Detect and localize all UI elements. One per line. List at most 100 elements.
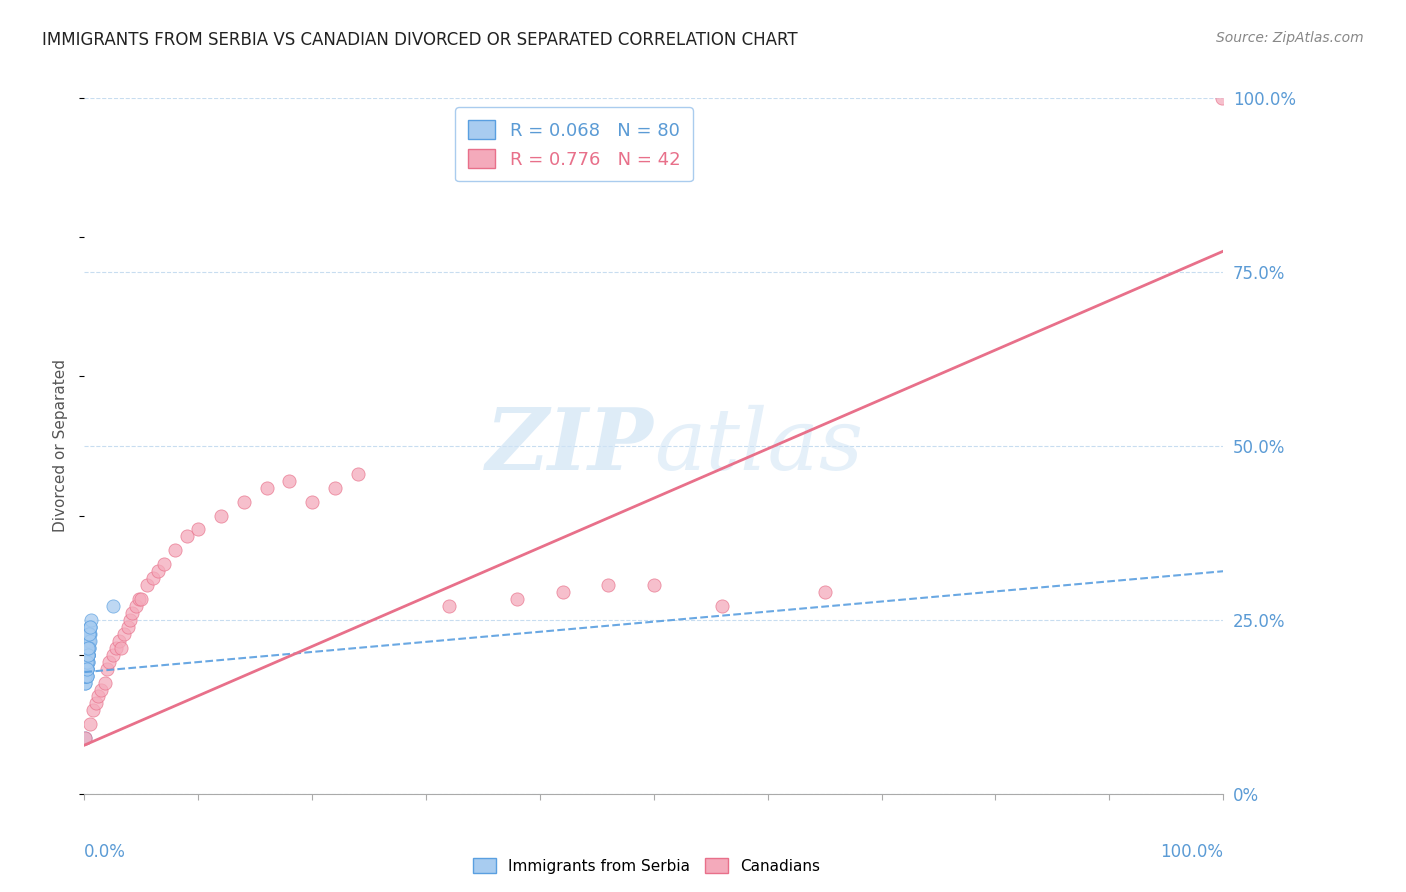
Point: [76, 640, 98, 655]
Point: [76, 633, 98, 648]
Point: [176, 529, 198, 543]
Point: [77, 627, 100, 641]
Point: [76, 668, 98, 682]
Point: [96, 662, 118, 676]
Point: [121, 606, 143, 620]
Point: [75, 731, 97, 746]
Point: [76, 640, 98, 655]
Point: [76, 648, 98, 662]
Point: [153, 558, 176, 572]
Point: [76, 655, 98, 669]
Point: [551, 585, 574, 599]
Point: [598, 578, 620, 592]
Point: [76, 648, 98, 662]
Point: [76, 662, 98, 676]
Point: [79, 717, 101, 731]
Point: [187, 523, 209, 537]
Text: Source: ZipAtlas.com: Source: ZipAtlas.com: [1216, 31, 1364, 45]
Point: [76, 640, 98, 655]
Point: [79, 620, 101, 634]
Point: [79, 627, 101, 641]
Point: [101, 648, 124, 662]
Point: [165, 543, 187, 558]
Point: [77, 627, 100, 641]
Point: [75, 662, 97, 676]
Point: [506, 592, 529, 607]
Point: [117, 620, 139, 634]
Point: [76, 633, 98, 648]
Point: [76, 655, 98, 669]
Point: [76, 640, 98, 655]
Point: [112, 627, 135, 641]
Point: [75, 668, 97, 682]
Point: [80, 613, 103, 627]
Point: [76, 655, 98, 669]
Point: [814, 585, 837, 599]
Point: [76, 633, 98, 648]
Point: [128, 592, 150, 607]
Point: [118, 613, 141, 627]
Point: [76, 633, 98, 648]
Point: [76, 633, 98, 648]
Point: [76, 668, 98, 682]
Point: [105, 640, 128, 655]
Point: [76, 662, 98, 676]
Point: [101, 599, 124, 613]
Y-axis label: Divorced or Separated: Divorced or Separated: [53, 359, 69, 533]
Point: [76, 640, 98, 655]
Point: [131, 592, 153, 607]
Point: [76, 640, 98, 655]
Point: [76, 633, 98, 648]
Point: [643, 578, 665, 592]
Point: [76, 648, 98, 662]
Point: [256, 481, 278, 495]
Point: [77, 640, 100, 655]
Point: [76, 655, 98, 669]
Point: [76, 627, 98, 641]
Point: [75, 668, 97, 682]
Point: [76, 655, 98, 669]
Legend: Immigrants from Serbia, Canadians: Immigrants from Serbia, Canadians: [467, 852, 827, 880]
Point: [124, 599, 146, 613]
Point: [87, 690, 110, 704]
Point: [278, 474, 301, 488]
Point: [110, 640, 132, 655]
Point: [301, 494, 323, 508]
Point: [75, 655, 97, 669]
Point: [711, 599, 734, 613]
Point: [76, 640, 98, 655]
Point: [76, 648, 98, 662]
Text: 100.0%: 100.0%: [1160, 843, 1223, 861]
Point: [76, 640, 98, 655]
Point: [136, 578, 159, 592]
Point: [76, 655, 98, 669]
Point: [77, 627, 100, 641]
Point: [77, 633, 100, 648]
Point: [75, 648, 97, 662]
Point: [1211, 91, 1233, 105]
Point: [75, 648, 97, 662]
Point: [75, 655, 97, 669]
Point: [79, 620, 101, 634]
Point: [76, 662, 98, 676]
Point: [84, 697, 107, 711]
Point: [76, 662, 98, 676]
Point: [75, 633, 97, 648]
Point: [346, 467, 368, 481]
Point: [76, 648, 98, 662]
Point: [75, 662, 97, 676]
Point: [75, 640, 97, 655]
Point: [75, 662, 97, 676]
Text: ZIP: ZIP: [486, 404, 654, 488]
Point: [75, 731, 97, 746]
Point: [77, 640, 100, 655]
Point: [107, 633, 129, 648]
Point: [75, 648, 97, 662]
Point: [75, 668, 97, 682]
Point: [142, 571, 165, 585]
Point: [77, 627, 100, 641]
Point: [76, 648, 98, 662]
Point: [75, 675, 97, 690]
Point: [75, 655, 97, 669]
Point: [209, 508, 232, 523]
